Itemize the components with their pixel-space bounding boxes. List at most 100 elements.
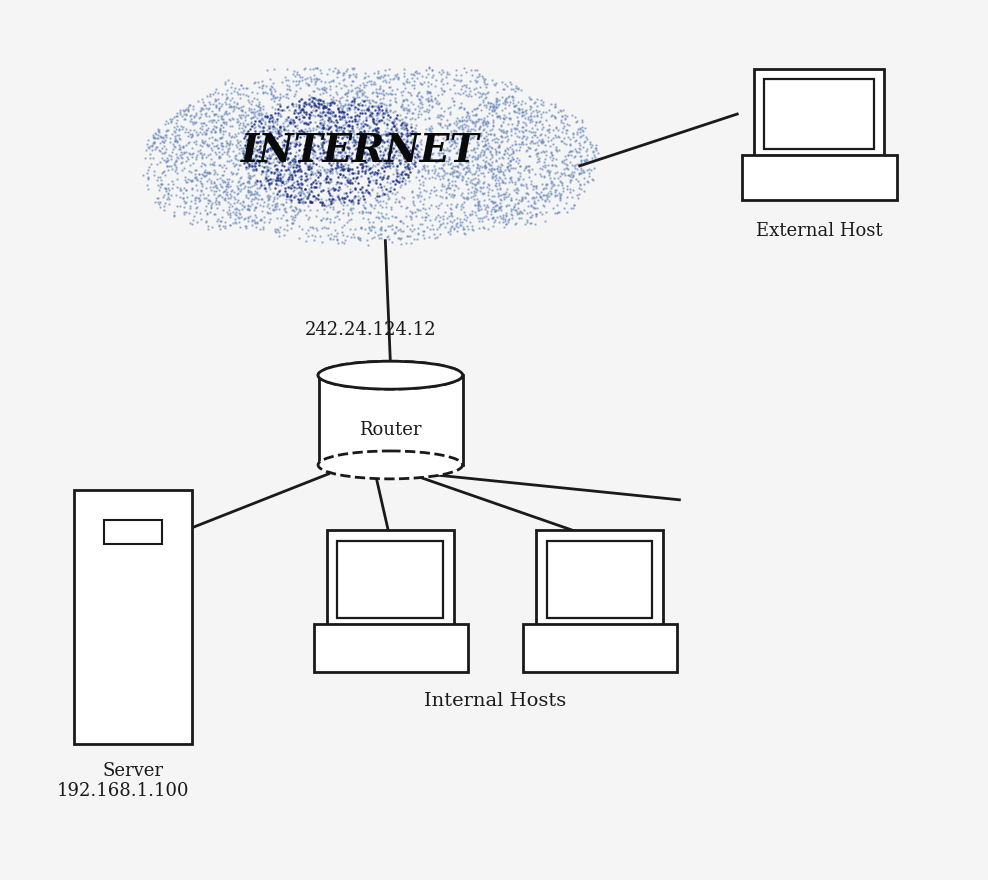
Point (319, 98, 335, 112)
Point (302, 124, 318, 138)
Point (253, 116, 269, 130)
Point (426, 158, 442, 172)
Point (487, 204, 503, 218)
Point (410, 110, 426, 124)
Point (302, 62, 318, 76)
Point (278, 112, 293, 126)
Point (269, 146, 285, 160)
Point (158, 155, 174, 169)
Point (468, 114, 484, 128)
Point (201, 193, 216, 207)
Point (399, 129, 415, 143)
Point (403, 117, 419, 131)
Point (306, 100, 322, 114)
Point (254, 112, 270, 126)
Point (415, 159, 431, 173)
Point (432, 209, 448, 224)
Point (443, 99, 458, 114)
Point (396, 62, 412, 76)
Point (194, 116, 209, 130)
Point (226, 158, 242, 172)
Text: Internal Hosts: Internal Hosts (424, 693, 566, 710)
Point (185, 174, 201, 188)
Point (321, 111, 337, 125)
Point (264, 100, 280, 114)
Point (508, 186, 524, 200)
Point (281, 180, 296, 194)
Point (348, 174, 364, 188)
Point (414, 216, 430, 231)
Point (441, 101, 456, 115)
Point (279, 127, 294, 141)
Point (528, 217, 543, 231)
Point (392, 156, 408, 170)
Point (250, 99, 266, 114)
Point (356, 126, 371, 140)
Point (213, 136, 229, 150)
Point (369, 106, 384, 121)
Point (374, 182, 390, 196)
Point (366, 85, 381, 99)
Point (567, 158, 583, 172)
Point (313, 149, 329, 163)
Point (315, 119, 331, 133)
Point (450, 144, 465, 158)
Point (342, 120, 358, 134)
Point (327, 141, 343, 155)
Point (293, 187, 309, 201)
Point (376, 152, 392, 166)
Point (158, 114, 174, 128)
Point (453, 199, 468, 213)
Point (316, 116, 332, 130)
Point (380, 132, 396, 146)
Point (483, 194, 499, 208)
Point (325, 90, 341, 104)
Point (517, 203, 533, 217)
Point (422, 85, 438, 99)
Point (149, 158, 165, 172)
Point (527, 191, 542, 205)
Point (280, 140, 295, 154)
Point (213, 147, 229, 161)
Point (519, 143, 535, 157)
Point (484, 169, 500, 183)
Point (514, 177, 530, 191)
Point (300, 162, 316, 176)
Point (377, 85, 393, 99)
Point (324, 151, 340, 165)
Point (348, 112, 364, 126)
Point (505, 144, 521, 158)
Point (303, 95, 319, 109)
Point (306, 76, 322, 90)
Point (523, 114, 538, 128)
Point (213, 168, 229, 182)
Point (248, 98, 264, 112)
Point (210, 195, 226, 209)
Point (517, 123, 533, 137)
Point (282, 103, 297, 117)
Point (305, 143, 321, 158)
Point (172, 105, 188, 119)
Point (556, 165, 572, 180)
Point (567, 161, 583, 175)
Point (316, 127, 332, 141)
Point (438, 220, 453, 234)
Point (529, 201, 544, 215)
Point (481, 106, 497, 121)
Point (262, 143, 278, 157)
Point (194, 171, 209, 185)
Point (476, 169, 492, 183)
Point (340, 101, 356, 115)
Point (189, 205, 205, 219)
Point (484, 73, 500, 87)
Point (359, 92, 374, 106)
Point (314, 104, 330, 118)
Point (340, 158, 356, 172)
Point (382, 103, 398, 117)
Point (464, 180, 480, 194)
Point (398, 74, 414, 88)
Point (342, 127, 358, 141)
Point (329, 205, 345, 219)
Point (289, 177, 305, 191)
Point (335, 107, 351, 121)
